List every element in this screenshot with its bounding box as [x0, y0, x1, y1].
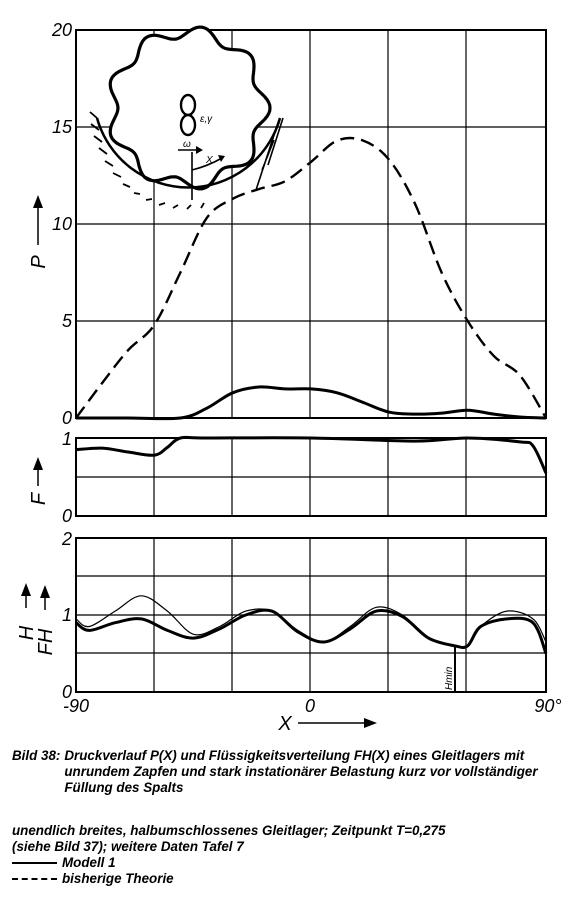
rotation-arrow [178, 146, 203, 154]
x-tick-0: 0 [305, 696, 315, 716]
x-axis-arrow [298, 718, 377, 728]
inset-x-label: X [205, 155, 213, 166]
panel-h-grid [75, 537, 547, 693]
legend-dashed-swatch [12, 878, 57, 880]
x-axis-label: X [277, 713, 292, 735]
f-axis-label: F [28, 491, 50, 505]
legend-item-dashed: bisherige Theorie [12, 871, 567, 887]
figure-caption: Bild 38: Druckverlauf P(X) und Flüssigke… [12, 748, 567, 796]
notes-line-2: (siehe Bild 37); weitere Daten Tafel 7 [12, 839, 244, 854]
h-tick-0: 0 [62, 682, 72, 702]
legend-solid-swatch [12, 862, 57, 864]
f-axis-arrow [33, 457, 43, 486]
p-axis-arrow [33, 195, 43, 245]
inset-omega: ω [183, 139, 191, 150]
p-tick-20: 20 [51, 20, 72, 40]
p-tick-5: 5 [62, 311, 73, 331]
caption-text: Druckverlauf P(X) und Flüssigkeitsvertei… [64, 748, 538, 795]
x-tick-90: 90° [534, 696, 561, 716]
caption-label: Bild 38: [12, 748, 61, 763]
p-axis-label: P [28, 255, 50, 269]
h-axis-label: H [16, 625, 38, 640]
fh-axis-label: FH [35, 628, 57, 655]
inset-epsilon-gamma: ε,γ [200, 114, 213, 125]
h-tick-2: 2 [61, 529, 72, 549]
panel-f-grid [75, 437, 547, 517]
inset-x-arrowhead [218, 155, 225, 162]
f-tick-1: 1 [62, 429, 72, 449]
p-tick-15: 15 [52, 117, 73, 137]
panel-h: 2 1 0 H FH Hmin [16, 529, 548, 702]
h-tick-1: 1 [62, 605, 72, 625]
legend-dashed-label: bisherige Theorie [62, 871, 174, 886]
bearing-inset: ε,γ ω X [89, 25, 284, 210]
h-axis-arrows [21, 583, 50, 610]
panel-f: 1 0 F [28, 429, 548, 526]
fh-curve-fill [75, 608, 548, 655]
figure-eight-icon [179, 93, 197, 137]
shell-hatching [89, 111, 284, 210]
panel-p: 20 15 10 5 0 P [28, 20, 548, 428]
shaft-outline [108, 25, 272, 191]
figure: 20 15 10 5 0 P ε,γ ω [16, 20, 562, 735]
p-tick-0: 0 [62, 408, 72, 428]
f-tick-0: 0 [62, 506, 72, 526]
p-tick-10: 10 [52, 214, 72, 234]
p-curve-model1 [76, 385, 547, 421]
legend-item-solid: Modell 1 [12, 855, 567, 871]
inset-x-arc [191, 157, 223, 171]
x-tick-neg90: -90 [63, 696, 89, 716]
p-curve-theory [75, 136, 548, 419]
f-curve-model1 [75, 435, 548, 474]
x-axis: -90 0 90° X [63, 696, 562, 735]
bearing-shell [95, 117, 282, 189]
hmin-label: Hmin [444, 666, 455, 690]
legend-solid-label: Modell 1 [62, 855, 116, 870]
notes-line-1: unendlich breites, halbumschlossenes Gle… [12, 823, 446, 838]
figure-notes: unendlich breites, halbumschlossenes Gle… [12, 823, 567, 887]
